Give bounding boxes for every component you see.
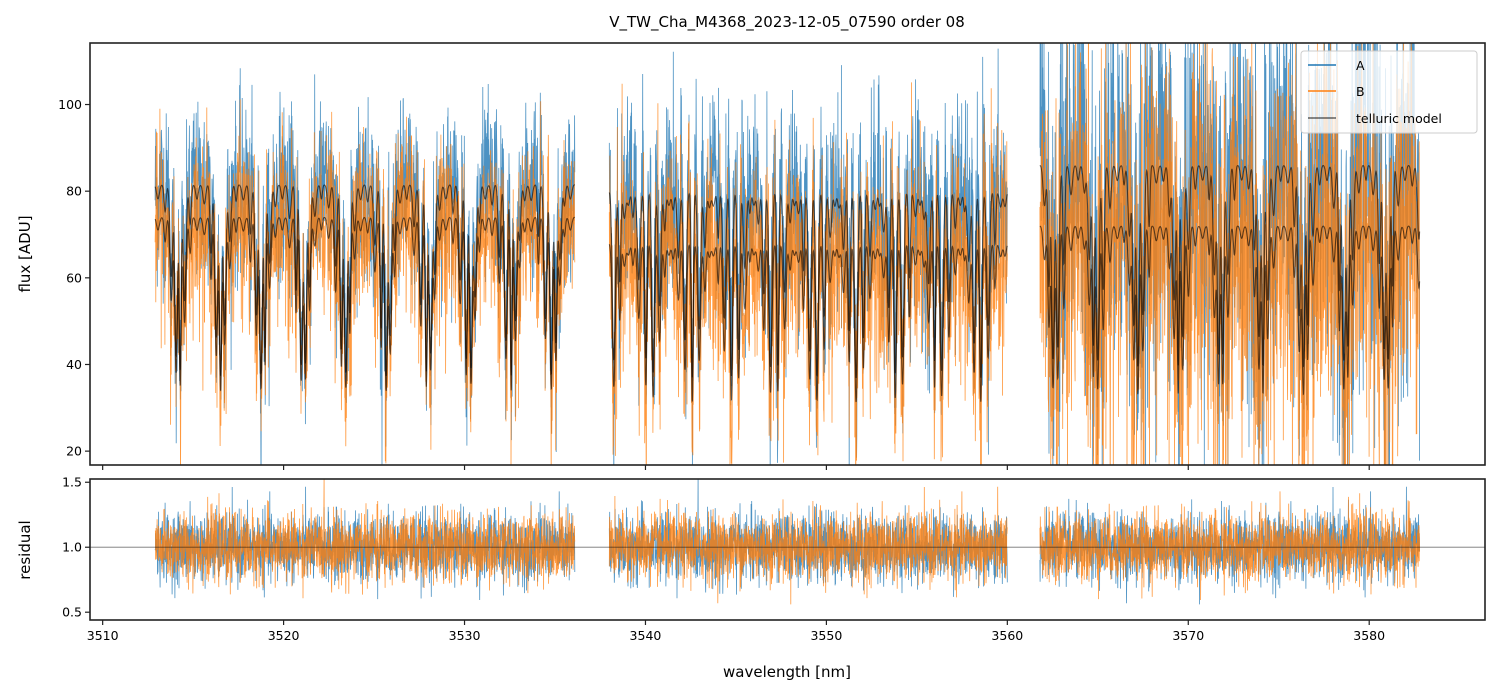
telluric-model-line-b-segment-3 <box>1039 225 1421 396</box>
legend-box <box>1300 50 1478 134</box>
flux-y-tick-label: 100 <box>58 97 82 112</box>
residual-panel: 0.51.01.5 3510 3520 3530 3540 3550 3560 3570 35… <box>16 475 1486 681</box>
flux-axes-frame <box>89 42 1486 466</box>
flux-y-tick-label: 40 <box>66 357 82 372</box>
residual-x-tick-label: 3530 <box>449 628 481 643</box>
residual-plot-area <box>90 479 1485 605</box>
flux-y-axis-label: flux [ADU] <box>16 215 34 292</box>
flux-y-tick-label: 60 <box>66 270 82 285</box>
telluric-model-line-a-segment-3 <box>1039 165 1421 368</box>
residual-x-tick-label: 3510 <box>87 628 119 643</box>
residual-x-tick-label: 3540 <box>630 628 662 643</box>
legend-label-b: B <box>1356 84 1365 99</box>
residual-y-tick-label: 1.5 <box>62 475 82 490</box>
residual-y-ticks: 0.5 1.0 1.5 <box>62 475 90 620</box>
residual-x-tick-label: 3580 <box>1353 628 1385 643</box>
legend: A B telluric model <box>1300 50 1478 134</box>
flux-y-tick-label: 20 <box>66 444 82 459</box>
residual-x-tick-label: 3560 <box>991 628 1023 643</box>
series-b-residual-segment-1 <box>154 479 576 599</box>
flux-y-tick-label: 80 <box>66 184 82 199</box>
series-b-residual-segment-2 <box>608 486 1008 605</box>
residual-y-tick-label: 1.0 <box>62 540 82 555</box>
flux-x-ticks <box>102 465 1370 470</box>
x-axis-label: wavelength [nm] <box>723 663 851 681</box>
residual-x-tick-label: 3550 <box>810 628 842 643</box>
legend-label-telluric: telluric model <box>1356 111 1442 126</box>
legend-label-a: A <box>1356 58 1365 73</box>
residual-x-tick-label: 3520 <box>268 628 300 643</box>
telluric-model-line-b-segment-2 <box>608 244 1008 403</box>
residual-axes-frame <box>89 478 1486 621</box>
residual-x-tick-label: 3570 <box>1172 628 1204 643</box>
residual-y-axis-label: residual <box>16 520 34 579</box>
telluric-model-line-b-segment-1 <box>154 216 576 391</box>
flux-panel: 20 40 60 80 100 flux [ADU] A B telluric mode… <box>16 42 1486 470</box>
flux-y-ticks: 20 40 60 80 100 <box>58 97 90 459</box>
series-b-residual-segment-3 <box>1039 491 1420 601</box>
residual-y-tick-label: 0.5 <box>62 605 82 620</box>
chart-title: V_TW_Cha_M4368_2023-12-05_07590 order 08 <box>609 13 965 32</box>
flux-plot-area <box>154 43 1421 465</box>
residual-x-ticks: 3510 3520 3530 3540 3550 3560 3570 3580 <box>87 620 1385 643</box>
